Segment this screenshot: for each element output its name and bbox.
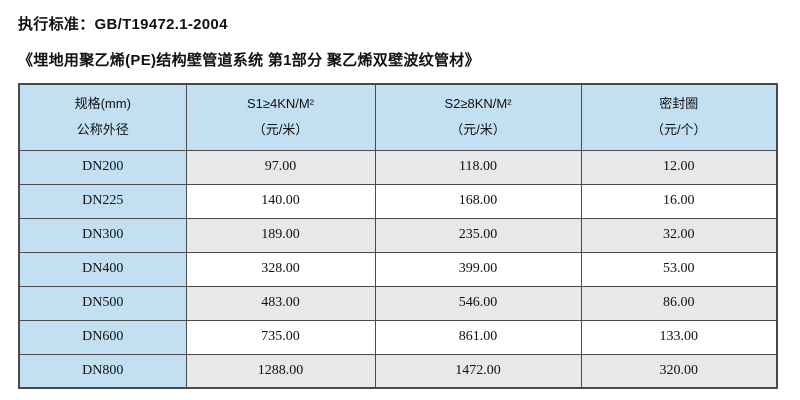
standard-subtitle: 《埋地用聚乙烯(PE)结构壁管道系统 第1部分 聚乙烯双壁波纹管材》	[18, 52, 480, 69]
column-header-s1-line1: S1≥4KN/M²	[246, 96, 315, 112]
column-header-s1: S1≥4KN/M² （元/米）	[185, 83, 376, 151]
table-row: DN200 97.00 118.00 12.00	[18, 149, 778, 185]
s2-price-cell: 118.00	[374, 149, 582, 185]
column-header-spec-line1: 规格(mm)	[74, 96, 131, 112]
spec-cell: DN800	[18, 353, 187, 389]
s1-price-cell: 328.00	[185, 251, 376, 287]
spec-cell: DN400	[18, 251, 187, 287]
s2-price-cell: 1472.00	[374, 353, 582, 389]
s1-price-cell: 97.00	[185, 149, 376, 185]
s1-price-cell: 483.00	[185, 285, 376, 321]
s2-price-cell: 168.00	[374, 183, 582, 219]
header-row: 规格(mm) 公称外径 S1≥4KN/M² （元/米） S2≥8KN/M² （元…	[18, 83, 778, 151]
table-row: DN225 140.00 168.00 16.00	[18, 183, 778, 219]
spec-cell: DN500	[18, 285, 187, 321]
s2-price-cell: 399.00	[374, 251, 582, 287]
seal-price-cell: 53.00	[580, 251, 778, 287]
seal-price-cell: 320.00	[580, 353, 778, 389]
s1-price-cell: 140.00	[185, 183, 376, 219]
s2-price-cell: 861.00	[374, 319, 582, 355]
column-header-spec: 规格(mm) 公称外径	[18, 83, 187, 151]
seal-price-cell: 86.00	[580, 285, 778, 321]
column-header-s2-line2: （元/米）	[450, 122, 506, 138]
table-row: DN500 483.00 546.00 86.00	[18, 285, 778, 321]
seal-price-cell: 12.00	[580, 149, 778, 185]
standard-title: 执行标准：GB/T19472.1-2004	[18, 16, 228, 33]
seal-price-cell: 133.00	[580, 319, 778, 355]
page: 执行标准：GB/T19472.1-2004 《埋地用聚乙烯(PE)结构壁管道系统…	[18, 16, 778, 389]
s1-price-cell: 1288.00	[185, 353, 376, 389]
spec-cell: DN225	[18, 183, 187, 219]
price-table-body: DN200 97.00 118.00 12.00 DN225 140.00 16…	[18, 149, 778, 389]
s2-price-cell: 235.00	[374, 217, 582, 253]
table-row: DN400 328.00 399.00 53.00	[18, 251, 778, 287]
table-row: DN300 189.00 235.00 32.00	[18, 217, 778, 253]
s2-price-cell: 546.00	[374, 285, 582, 321]
column-header-seal: 密封圈 （元/个）	[580, 83, 778, 151]
column-header-s1-line2: （元/米）	[252, 122, 309, 138]
seal-price-cell: 16.00	[580, 183, 778, 219]
s1-price-cell: 189.00	[185, 217, 376, 253]
seal-price-cell: 32.00	[580, 217, 778, 253]
table-row: DN800 1288.00 1472.00 320.00	[18, 353, 778, 389]
spec-cell: DN300	[18, 217, 187, 253]
column-header-s2: S2≥8KN/M² （元/米）	[374, 83, 582, 151]
price-table-header: 规格(mm) 公称外径 S1≥4KN/M² （元/米） S2≥8KN/M² （元…	[18, 83, 778, 151]
s1-price-cell: 735.00	[185, 319, 376, 355]
column-header-seal-line2: （元/个）	[650, 122, 707, 138]
table-row: DN600 735.00 861.00 133.00	[18, 319, 778, 355]
column-header-s2-line1: S2≥8KN/M²	[444, 96, 512, 112]
column-header-spec-line2: 公称外径	[76, 122, 129, 138]
column-header-seal-line1: 密封圈	[659, 96, 699, 112]
spec-cell: DN600	[18, 319, 187, 355]
price-table: 规格(mm) 公称外径 S1≥4KN/M² （元/米） S2≥8KN/M² （元…	[18, 83, 778, 389]
spec-cell: DN200	[18, 149, 187, 185]
